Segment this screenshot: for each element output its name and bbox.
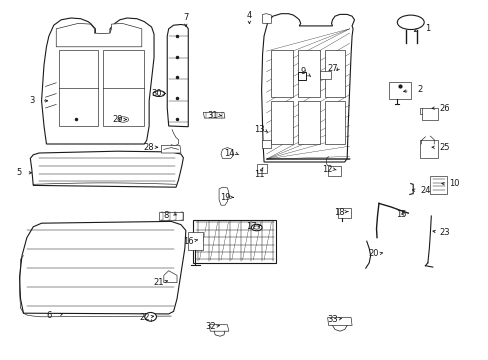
Text: 30: 30	[151, 89, 162, 98]
Polygon shape	[221, 148, 233, 158]
Text: 23: 23	[439, 228, 449, 237]
Text: 20: 20	[368, 249, 379, 258]
Polygon shape	[327, 318, 351, 325]
Text: 24: 24	[419, 186, 430, 195]
Ellipse shape	[251, 224, 262, 231]
Polygon shape	[161, 145, 181, 153]
Text: 13: 13	[253, 125, 264, 134]
Polygon shape	[256, 164, 266, 173]
Polygon shape	[20, 221, 185, 314]
Text: 9: 9	[300, 68, 305, 77]
Text: 3: 3	[29, 96, 34, 105]
Polygon shape	[429, 176, 447, 194]
Polygon shape	[298, 50, 320, 97]
Polygon shape	[327, 166, 341, 176]
Polygon shape	[325, 50, 344, 97]
Polygon shape	[325, 101, 344, 144]
Text: 10: 10	[448, 179, 459, 188]
Polygon shape	[262, 14, 271, 23]
Polygon shape	[209, 325, 228, 331]
Text: 16: 16	[183, 237, 193, 246]
Polygon shape	[41, 18, 154, 144]
Text: 12: 12	[322, 165, 332, 174]
Polygon shape	[219, 187, 228, 205]
Text: 1: 1	[425, 23, 429, 32]
Text: 21: 21	[153, 278, 164, 287]
Ellipse shape	[118, 117, 128, 122]
Circle shape	[144, 312, 156, 321]
Ellipse shape	[253, 226, 259, 229]
Text: 22: 22	[139, 313, 149, 322]
Polygon shape	[203, 112, 224, 118]
Text: 18: 18	[334, 208, 345, 217]
Polygon shape	[102, 50, 144, 126]
Polygon shape	[421, 108, 437, 120]
Polygon shape	[271, 50, 293, 97]
Text: 28: 28	[143, 143, 154, 152]
Text: 19: 19	[219, 194, 230, 202]
Polygon shape	[271, 101, 293, 144]
Text: 7: 7	[183, 13, 188, 22]
Polygon shape	[59, 50, 98, 126]
Text: 31: 31	[207, 111, 218, 120]
Polygon shape	[163, 271, 177, 283]
Text: 14: 14	[224, 149, 235, 158]
Polygon shape	[261, 140, 271, 148]
Polygon shape	[188, 232, 203, 250]
Text: 26: 26	[439, 104, 449, 112]
Text: 8: 8	[163, 211, 168, 220]
Polygon shape	[338, 208, 350, 218]
Polygon shape	[193, 220, 276, 263]
Polygon shape	[261, 14, 354, 162]
Polygon shape	[159, 212, 183, 220]
Text: 29: 29	[112, 115, 122, 124]
Ellipse shape	[396, 15, 424, 30]
Polygon shape	[56, 23, 142, 47]
Polygon shape	[419, 140, 437, 158]
Polygon shape	[388, 82, 410, 99]
Polygon shape	[30, 151, 183, 187]
Text: 33: 33	[326, 315, 337, 324]
Text: 4: 4	[246, 10, 251, 19]
Text: 15: 15	[395, 210, 406, 219]
Text: 32: 32	[204, 323, 215, 331]
Text: 25: 25	[439, 143, 449, 152]
Text: 17: 17	[246, 222, 257, 231]
Text: 11: 11	[253, 170, 264, 179]
Polygon shape	[298, 101, 320, 144]
Polygon shape	[167, 24, 188, 127]
Text: 6: 6	[46, 310, 51, 320]
Text: 27: 27	[326, 64, 337, 73]
Text: 5: 5	[16, 168, 21, 177]
Text: 2: 2	[416, 85, 421, 94]
